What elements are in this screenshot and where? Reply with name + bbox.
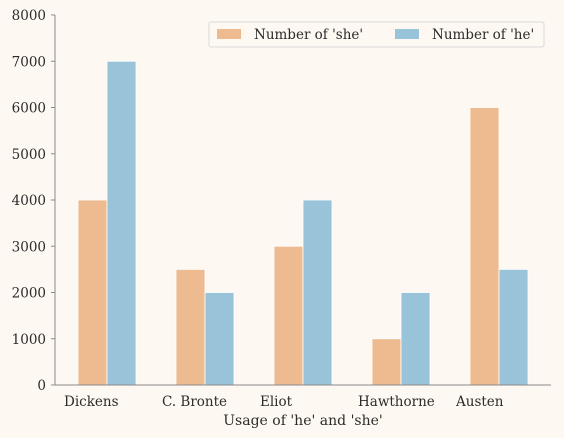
- bar-he-eliot: [302, 199, 333, 386]
- bars-group: [77, 60, 529, 386]
- bar-she-hawthorne: [371, 338, 402, 386]
- x-tick-label: C. Bronte: [162, 394, 227, 410]
- y-tick-label: 2000: [12, 286, 46, 302]
- x-tick-label: Dickens: [64, 394, 119, 410]
- x-tick-label: Hawthorne: [358, 394, 435, 410]
- legend: Number of 'she' Number of 'he': [208, 21, 545, 48]
- bar-she-c-bronte: [175, 268, 206, 386]
- x-axis-label: Usage of 'he' and 'she': [223, 413, 383, 429]
- legend-swatch-he: [395, 29, 419, 39]
- y-tick-label: 7000: [12, 54, 46, 70]
- y-ticks-group: 0 1000 2000 3000 4000 5000 6000 7000 8000: [12, 8, 55, 394]
- bar-he-hawthorne: [400, 292, 431, 386]
- legend-label-she: Number of 'she': [254, 27, 363, 43]
- legend-box: [208, 21, 545, 48]
- y-tick-label: 6000: [12, 101, 46, 117]
- x-tick-label: Eliot: [260, 394, 293, 410]
- bar-she-dickens: [77, 199, 108, 386]
- y-tick-label: 1000: [12, 332, 46, 348]
- x-ticks-group: Dickens C. Bronte Eliot Hawthorne Austen: [64, 394, 504, 410]
- bar-she-eliot: [273, 245, 304, 386]
- y-tick-label: 0: [37, 378, 46, 394]
- legend-label-he: Number of 'he': [432, 27, 534, 43]
- bar-he-c-bronte: [204, 292, 235, 386]
- y-tick-label: 3000: [12, 239, 46, 255]
- y-tick-label: 8000: [12, 8, 46, 24]
- bar-he-dickens: [106, 60, 137, 386]
- bar-she-austen: [469, 107, 500, 386]
- y-tick-label: 4000: [12, 193, 46, 209]
- y-tick-label: 5000: [12, 147, 46, 163]
- x-tick-label: Austen: [455, 394, 504, 410]
- legend-swatch-she: [217, 29, 241, 39]
- bar-he-austen: [498, 268, 529, 386]
